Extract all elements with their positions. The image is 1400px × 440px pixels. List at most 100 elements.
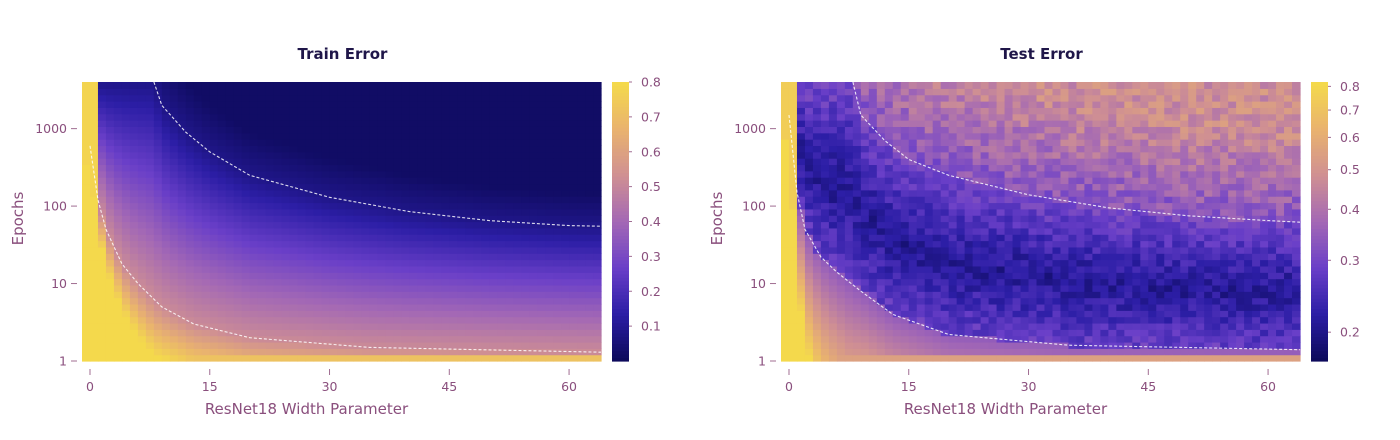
heatmap-cell	[924, 120, 934, 127]
heatmap-cell	[1092, 196, 1101, 204]
heatmap-cell	[385, 215, 394, 223]
heatmap-cell	[956, 202, 966, 210]
heatmap-cell	[972, 113, 982, 121]
heatmap-cell	[353, 246, 363, 254]
colorbar-segment	[612, 85, 629, 90]
heatmap-cell	[297, 132, 307, 140]
heatmap-cell	[369, 151, 379, 159]
heatmap-cell	[1004, 151, 1014, 159]
heatmap-cell	[884, 107, 894, 115]
heatmap-cell	[465, 335, 474, 343]
heatmap-cell	[313, 107, 323, 115]
heatmap-cell	[1132, 82, 1141, 89]
heatmap-cell	[377, 259, 387, 267]
heatmap-cell	[225, 101, 235, 108]
heatmap-cell	[329, 120, 339, 127]
heatmap-cell	[545, 158, 554, 166]
heatmap-cell	[1004, 145, 1014, 153]
heatmap-cell	[289, 297, 299, 305]
heatmap-cell	[1028, 183, 1038, 191]
heatmap-cell	[788, 215, 798, 223]
heatmap-cell	[940, 227, 950, 235]
heatmap-cell	[225, 177, 235, 185]
heatmap-cell	[796, 170, 806, 178]
heatmap-cell	[473, 132, 482, 140]
heatmap-cell	[497, 284, 506, 292]
heatmap-cell	[1068, 310, 1078, 318]
heatmap-cell	[796, 82, 806, 89]
heatmap-cell	[804, 240, 814, 248]
heatmap-cell	[177, 316, 187, 324]
heatmap-cell	[988, 107, 998, 115]
heatmap-cell	[1132, 164, 1141, 172]
heatmap-cell	[537, 303, 546, 311]
heatmap-cell	[433, 132, 442, 140]
heatmap-cell	[337, 322, 347, 330]
heatmap-cell	[193, 177, 203, 185]
heatmap-cell	[425, 132, 434, 140]
heatmap-cell	[916, 151, 926, 159]
heatmap-cell	[361, 132, 371, 140]
heatmap-cell	[385, 177, 394, 185]
heatmap-cell	[481, 215, 490, 223]
heatmap-cell	[884, 170, 894, 178]
heatmap-cell	[852, 316, 862, 324]
heatmap-cell	[369, 82, 379, 89]
heatmap-cell	[1092, 335, 1101, 343]
heatmap-cell	[377, 354, 387, 362]
heatmap-cell	[89, 316, 99, 324]
heatmap-cell	[433, 272, 442, 280]
heatmap-cell	[545, 335, 554, 343]
heatmap-cell	[185, 297, 195, 305]
heatmap-cell	[1028, 145, 1038, 153]
heatmap-cell	[804, 341, 814, 349]
heatmap-cell	[129, 215, 139, 223]
heatmap-cell	[361, 158, 371, 166]
heatmap-cell	[145, 164, 155, 172]
heatmap-cell	[393, 132, 402, 140]
heatmap-cell	[353, 120, 363, 127]
heatmap-cell	[593, 208, 602, 216]
heatmap-cell	[836, 227, 846, 235]
heatmap-cell	[89, 88, 99, 96]
heatmap-cell	[948, 354, 958, 362]
heatmap-cell	[1124, 208, 1133, 216]
heatmap-cell	[900, 94, 910, 102]
heatmap-cell	[956, 120, 966, 127]
heatmap-cell	[329, 158, 339, 166]
heatmap-cell	[409, 253, 418, 261]
heatmap-cell	[353, 113, 363, 121]
heatmap-cell	[257, 202, 267, 210]
heatmap-cell	[137, 272, 147, 280]
heatmap-cell	[209, 246, 219, 254]
heatmap-cell	[988, 183, 998, 191]
heatmap-cell	[313, 164, 323, 172]
heatmap-cell	[1028, 158, 1038, 166]
heatmap-cell	[988, 322, 998, 330]
heatmap-cell	[828, 151, 838, 159]
heatmap-cell	[980, 310, 990, 318]
heatmap-cell	[820, 126, 830, 134]
heatmap-cell	[585, 202, 594, 210]
heatmap-cell	[265, 94, 275, 102]
heatmap-cell	[193, 348, 203, 356]
heatmap-cell	[1004, 183, 1014, 191]
heatmap-cell	[225, 164, 235, 172]
heatmap-cell	[1060, 329, 1070, 337]
colorbar-tick-label: 0.1	[641, 319, 661, 334]
heatmap-cell	[1036, 132, 1046, 140]
heatmap-cell	[1020, 196, 1030, 204]
heatmap-cell	[289, 139, 299, 147]
heatmap-cell	[1124, 215, 1133, 223]
heatmap-cell	[860, 329, 870, 337]
heatmap-cell	[1092, 291, 1101, 299]
heatmap-cell	[425, 297, 434, 305]
heatmap-cell	[161, 272, 171, 280]
heatmap-cell	[1140, 291, 1149, 299]
heatmap-cell	[433, 208, 442, 216]
heatmap-cell	[121, 341, 131, 349]
heatmap-cell	[377, 145, 387, 153]
heatmap-cell	[836, 329, 846, 337]
heatmap-cell	[900, 145, 910, 153]
heatmap-cell	[177, 329, 187, 337]
